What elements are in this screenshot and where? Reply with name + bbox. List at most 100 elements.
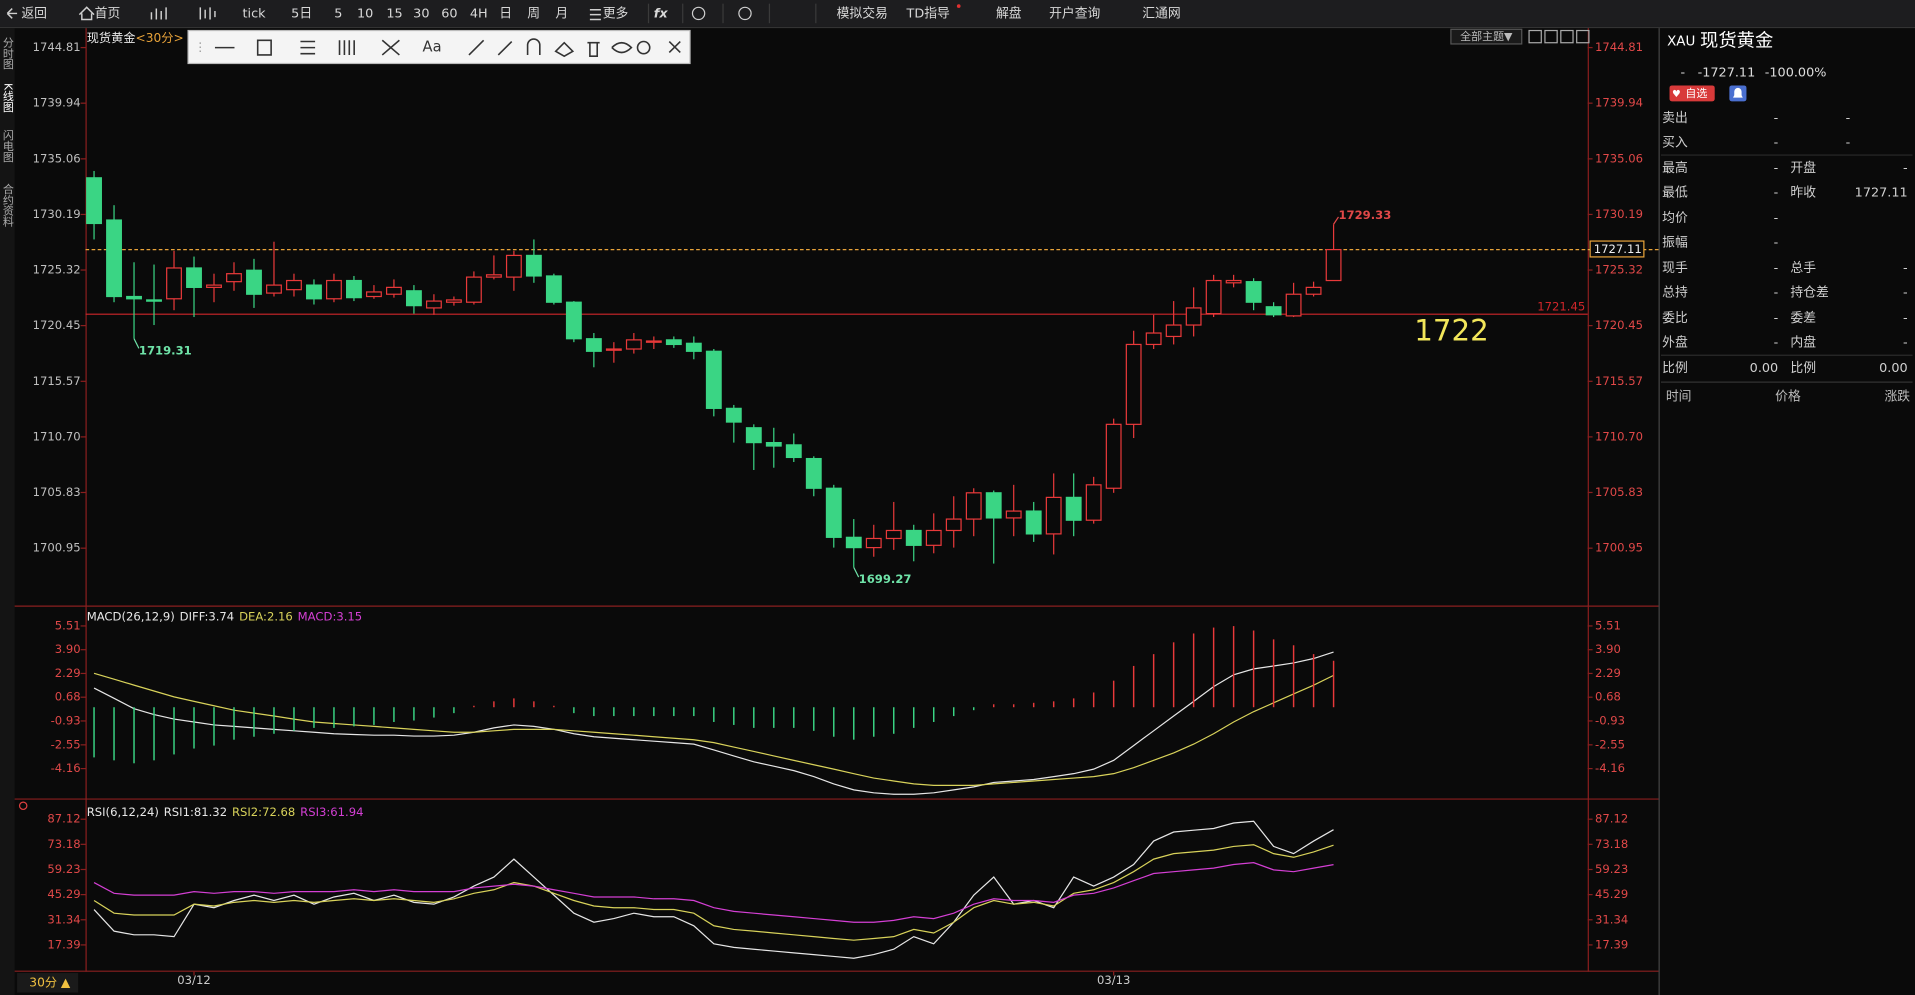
toolbar-button[interactable]: 5 [334, 7, 342, 22]
candle-body [565, 301, 582, 340]
y-tick-label: 1730.19 [1595, 207, 1643, 221]
font-tool[interactable]: Aa [423, 39, 442, 56]
toolbar-button[interactable]: 10 [357, 7, 373, 22]
y-tick-label: 3.90 [55, 642, 81, 656]
toolbar-button[interactable]: 4H [470, 7, 488, 22]
candle-body [106, 219, 122, 298]
y-tick-label: 3.90 [1595, 642, 1621, 656]
candle-body [186, 267, 202, 288]
candle-body [825, 487, 842, 538]
draw-tool[interactable] [381, 39, 400, 56]
quote-label: 总手 [1790, 261, 1816, 276]
table-header: 涨跌 [1884, 388, 1910, 404]
toolbar-button[interactable]: 汇通网 [1142, 7, 1180, 22]
quote-label: 比例 [1662, 361, 1688, 376]
legend-entry: RSI3:61.94 [300, 804, 363, 818]
y-tick-label: 1700.95 [1595, 541, 1643, 555]
draw-tool[interactable] [587, 41, 600, 57]
quote-label: 持仓差 [1790, 286, 1829, 301]
draw-tool[interactable] [256, 39, 272, 56]
draw-tool[interactable] [668, 40, 681, 54]
side-tab[interactable]: 分时图 [1, 36, 14, 70]
y-tick-label: -4.16 [51, 761, 81, 775]
top-toolbar [0, 0, 1915, 27]
candle-body [1005, 510, 1022, 519]
toolbar-button[interactable]: 30 [413, 7, 429, 22]
draw-tool[interactable] [338, 40, 355, 55]
watch-tag-box[interactable] [1669, 85, 1715, 102]
watch-tag[interactable]: 自选 [1685, 87, 1707, 100]
quote-value: - [1846, 111, 1851, 126]
indicator-line [93, 862, 1334, 923]
candle-body [485, 274, 502, 278]
candle-body [346, 279, 362, 299]
y-tick-label: -4.16 [1595, 761, 1625, 775]
quote-value: - [1774, 135, 1779, 150]
y-tick-label: 5.51 [1595, 618, 1621, 632]
toolbar-button[interactable]: 月 [555, 7, 568, 22]
toolbar-button[interactable]: tick [242, 7, 266, 22]
layout-button[interactable] [1576, 29, 1590, 44]
toolbar-button[interactable]: 模拟交易 [837, 6, 888, 22]
period-selector[interactable]: 30分 ▲ [29, 975, 71, 989]
quote-value: - [1846, 135, 1851, 150]
candle-body [1205, 279, 1222, 315]
candle-body [505, 254, 522, 278]
quote-label: 最高 [1662, 160, 1688, 176]
toolbar-button[interactable]: 15 [386, 7, 402, 22]
y-tick-label: 45.29 [1595, 887, 1628, 901]
candle-body [885, 529, 902, 540]
side-tab[interactable]: K线图 [1, 83, 14, 113]
theme-button[interactable]: 全部主题▼ [1460, 29, 1513, 43]
candle-body [725, 407, 742, 423]
toolbar-icon [589, 9, 601, 21]
candle-body [985, 492, 1002, 519]
side-tab[interactable]: 闪电图 [1, 128, 14, 163]
theme-button-box [1450, 28, 1523, 45]
candle-body [705, 350, 722, 409]
indicator-title: MACD(26,12,9) DIFF:3.74 DEA:2.16 MACD:3.15 [87, 609, 362, 623]
legend-entry: RSI2:72.68 [232, 804, 295, 818]
toolbar-button[interactable]: TD指导 [906, 7, 951, 22]
toolbar-button[interactable]: 60 [441, 7, 457, 22]
toolbar-button[interactable]: 日 [499, 7, 512, 22]
candle-body [166, 267, 182, 300]
draw-tool[interactable] [554, 41, 575, 58]
toolbar-icon [78, 6, 95, 21]
quote-value: - [1774, 161, 1779, 176]
quote-label: 现手 [1662, 261, 1688, 276]
draw-tool[interactable] [636, 40, 651, 55]
toolbar-button[interactable]: fx [654, 7, 669, 22]
toolbar-button[interactable]: 返回 [21, 7, 47, 22]
draw-tool[interactable] [526, 38, 541, 55]
watch-heart: ♥ [1672, 89, 1681, 100]
candle-body [585, 338, 602, 352]
side-tab[interactable]: 合约资料 [1, 182, 14, 228]
quote-value: - [1903, 336, 1908, 351]
draw-tool[interactable] [300, 40, 316, 55]
toolbar-button[interactable]: 开户查询 [1049, 6, 1100, 22]
y-tick-label: 1739.94 [1595, 96, 1643, 110]
draw-tool[interactable] [611, 41, 633, 54]
quote-label: 外盘 [1662, 335, 1688, 351]
y-tick-label: 2.29 [1595, 666, 1621, 680]
chart-title-name: 现货黄金 [87, 29, 136, 44]
quote-label: 卖出 [1662, 111, 1688, 126]
toolbar-button[interactable]: 5日 [291, 7, 312, 22]
toolbar-button[interactable]: 周 [527, 7, 540, 22]
legend-entry: RSI1:81.32 [164, 804, 227, 818]
y-tick-label: 31.34 [1595, 912, 1628, 926]
layout-button[interactable] [1528, 29, 1542, 44]
layout-button[interactable] [1560, 29, 1574, 44]
y-tick-label: 2.29 [55, 666, 81, 680]
candle-body [965, 492, 982, 520]
quote-value: - [1903, 161, 1908, 176]
toolbar-button[interactable]: 更多 [603, 7, 629, 22]
toolbar-button[interactable]: 首页 [95, 7, 121, 22]
toolbar-button[interactable]: 解盘 [996, 6, 1022, 22]
y-tick-label: 1744.81 [1595, 40, 1643, 54]
layout-button[interactable] [1544, 29, 1558, 44]
draw-tool[interactable] [497, 40, 513, 56]
draw-tool[interactable] [468, 39, 485, 56]
quote-label: 开盘 [1790, 160, 1816, 176]
